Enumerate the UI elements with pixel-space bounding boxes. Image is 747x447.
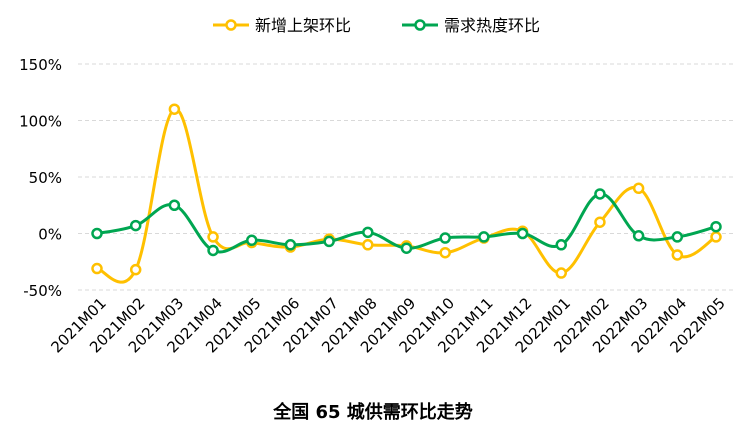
data-point	[555, 239, 567, 251]
data-point	[594, 188, 606, 200]
data-point	[671, 249, 684, 261]
data-point	[91, 262, 103, 275]
data-point	[516, 227, 529, 240]
data-point	[594, 216, 606, 228]
chart-title: 全国 65 城供需环比走势	[272, 401, 473, 423]
data-point	[710, 220, 722, 233]
y-tick-label: 100%	[19, 113, 62, 131]
y-tick-label: -50%	[23, 282, 62, 300]
legend-label: 新增上架环比	[255, 16, 351, 35]
series-line	[96, 107, 717, 284]
y-axis-ticks: -50% 0% 50% 100% 150%	[19, 56, 62, 300]
data-point	[362, 226, 374, 239]
data-point	[632, 182, 645, 195]
legend-item: 需求热度环比	[402, 16, 540, 35]
grid-lines	[78, 63, 735, 291]
data-point	[284, 239, 297, 251]
x-axis-ticks: 2021M012021M022021M032021M042021M052021M…	[47, 294, 728, 356]
legend-swatch-marker	[225, 19, 237, 31]
legend-item: 新增上架环比	[213, 16, 351, 35]
data-point	[246, 234, 258, 247]
data-point	[478, 231, 490, 243]
data-point	[168, 103, 181, 115]
data-point	[362, 239, 374, 251]
legend-swatch-marker	[414, 19, 426, 31]
data-point	[439, 246, 451, 259]
data-point	[632, 230, 645, 242]
legend-label: 需求热度环比	[444, 16, 540, 35]
data-point	[323, 235, 335, 248]
data-point	[555, 267, 567, 279]
series-1	[91, 103, 722, 284]
data-point	[129, 219, 142, 232]
data-point	[207, 231, 219, 243]
data-point	[710, 231, 722, 243]
data-point	[207, 244, 219, 257]
data-point	[671, 231, 684, 243]
data-point	[400, 242, 413, 254]
data-point	[439, 232, 451, 244]
series-lines	[91, 103, 722, 284]
legend: 新增上架环比 需求热度环比	[213, 16, 540, 35]
data-point	[91, 227, 103, 240]
data-point	[129, 263, 142, 276]
data-point	[168, 199, 181, 211]
y-tick-label: 50%	[29, 169, 62, 187]
y-tick-label: 0%	[38, 226, 62, 244]
series-2	[91, 188, 722, 257]
y-tick-label: 150%	[19, 56, 62, 74]
